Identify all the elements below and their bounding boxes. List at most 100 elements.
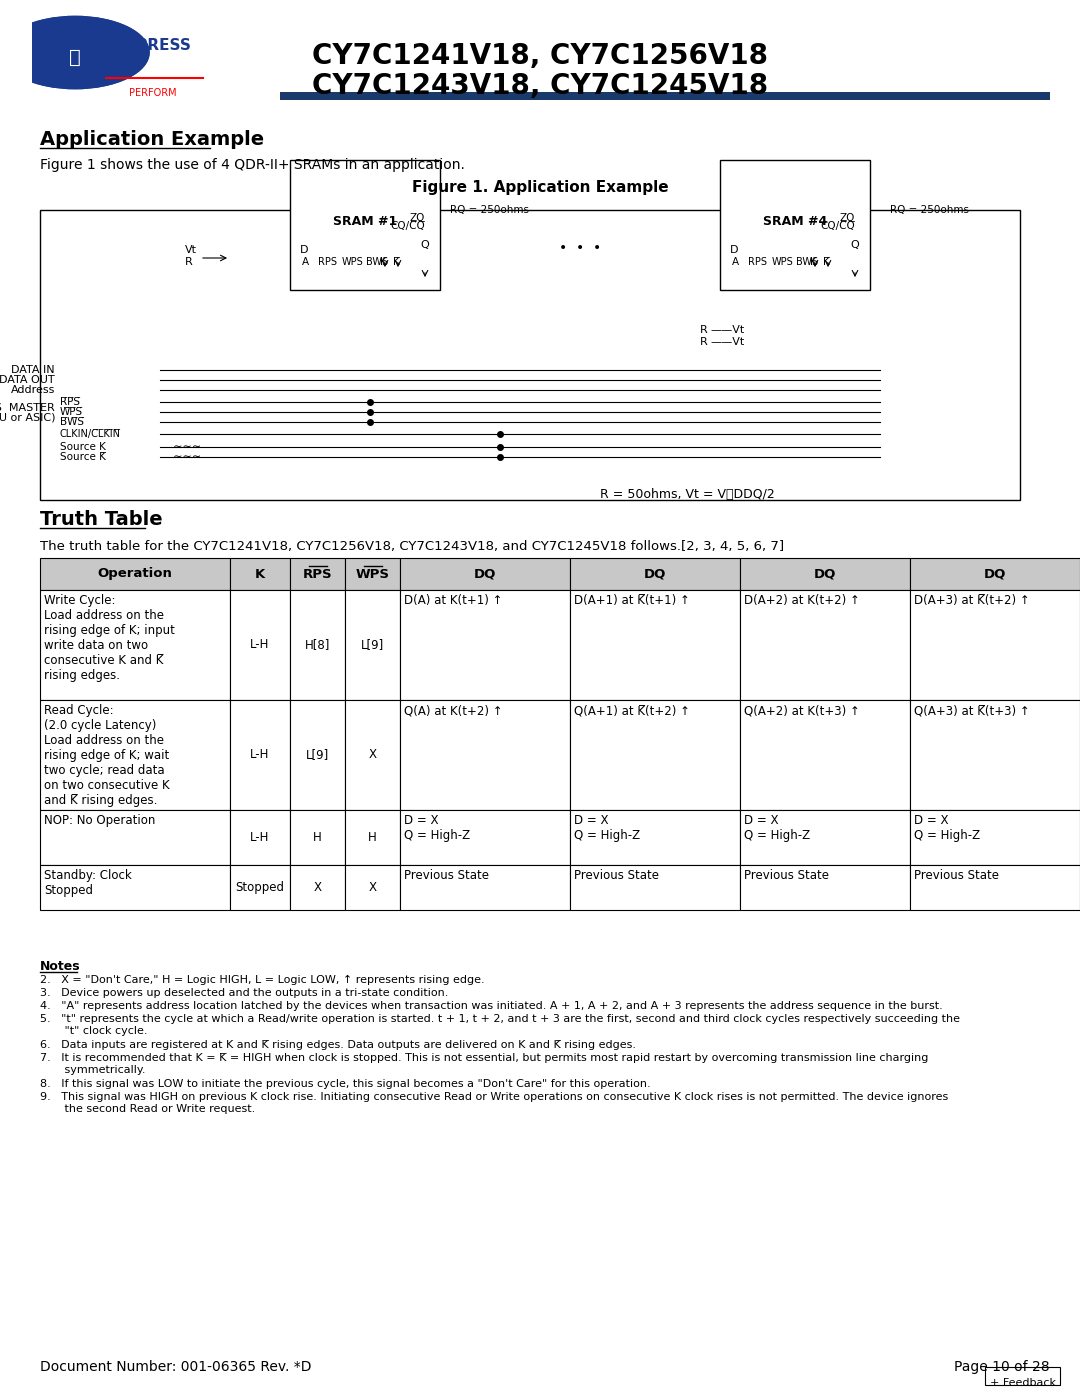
Bar xyxy=(910,700,1080,810)
Bar xyxy=(291,810,345,865)
Text: 6.   Data inputs are registered at K and K̅ rising edges. Data outputs are deliv: 6. Data inputs are registered at K and K… xyxy=(40,1039,636,1051)
Bar xyxy=(40,210,1020,500)
Text: Operation: Operation xyxy=(97,567,173,581)
Text: D = X
Q = High-Z: D = X Q = High-Z xyxy=(914,814,981,842)
Text: W̅P̅S̅: W̅P̅S̅ xyxy=(60,407,83,416)
Text: D(A+1) at K̅(t+1) ↑: D(A+1) at K̅(t+1) ↑ xyxy=(573,594,690,608)
Text: 8.   If this signal was LOW to initiate the previous cycle, this signal becomes : 8. If this signal was LOW to initiate th… xyxy=(40,1078,650,1090)
Text: WPS: WPS xyxy=(355,567,390,581)
Text: D = X
Q = High-Z: D = X Q = High-Z xyxy=(744,814,810,842)
Text: D(A) at K(t+1) ↑: D(A) at K(t+1) ↑ xyxy=(404,594,502,608)
Text: K: K xyxy=(810,257,816,267)
Text: Previous State: Previous State xyxy=(744,869,829,882)
Text: Address: Address xyxy=(11,386,55,395)
Bar xyxy=(291,590,345,700)
Bar xyxy=(570,590,740,700)
Bar xyxy=(291,865,345,909)
Text: A: A xyxy=(732,257,739,267)
Text: K: K xyxy=(255,567,265,581)
Text: Source K: Source K xyxy=(60,441,106,453)
Bar xyxy=(570,700,740,810)
Text: The truth table for the CY7C1241V18, CY7C1256V18, CY7C1243V18, and CY7C1245V18 f: The truth table for the CY7C1241V18, CY7… xyxy=(40,541,784,553)
Bar xyxy=(400,700,570,810)
Text: H[8]: H[8] xyxy=(305,638,330,651)
Text: A: A xyxy=(302,257,309,267)
Text: NOP: No Operation: NOP: No Operation xyxy=(44,814,156,827)
Text: ZQ: ZQ xyxy=(840,212,855,224)
Text: X: X xyxy=(313,882,322,894)
Text: RQ = 250ohms: RQ = 250ohms xyxy=(450,205,529,215)
Bar xyxy=(291,557,345,590)
Text: L[9]: L[9] xyxy=(306,749,329,761)
Bar xyxy=(40,700,230,810)
Text: CY7C1241V18, CY7C1256V18: CY7C1241V18, CY7C1256V18 xyxy=(312,42,768,70)
Bar xyxy=(230,865,291,909)
Bar xyxy=(400,557,570,590)
Bar xyxy=(280,92,1050,101)
Circle shape xyxy=(1,17,149,88)
Bar xyxy=(570,865,740,909)
Text: K̅: K̅ xyxy=(823,257,829,267)
Text: Q: Q xyxy=(420,240,429,250)
Text: D = X
Q = High-Z: D = X Q = High-Z xyxy=(404,814,470,842)
Text: Q(A+1) at K̅(t+2) ↑: Q(A+1) at K̅(t+2) ↑ xyxy=(573,704,690,717)
Bar xyxy=(230,557,291,590)
Text: 🌳: 🌳 xyxy=(69,47,81,67)
Bar xyxy=(345,810,400,865)
Text: CYPRESS: CYPRESS xyxy=(114,38,191,53)
Text: Truth Table: Truth Table xyxy=(40,510,163,529)
Text: PERFORM: PERFORM xyxy=(130,88,177,98)
Text: X: X xyxy=(368,749,377,761)
Text: •  •  •: • • • xyxy=(558,242,602,256)
Text: SRAM #4: SRAM #4 xyxy=(762,215,827,228)
Text: ——Vt: ——Vt xyxy=(710,326,744,335)
Text: + Feedback: + Feedback xyxy=(990,1377,1056,1389)
Text: RPS: RPS xyxy=(318,257,337,267)
Text: D = X
Q = High-Z: D = X Q = High-Z xyxy=(573,814,640,842)
Text: WPS: WPS xyxy=(772,257,794,267)
Bar xyxy=(291,700,345,810)
Text: H: H xyxy=(368,831,377,844)
Bar xyxy=(740,810,910,865)
Text: 3.   Device powers up deselected and the outputs in a tri-state condition.: 3. Device powers up deselected and the o… xyxy=(40,988,448,997)
Text: 2.   X = "Don't Care," H = Logic HIGH, L = Logic LOW, ↑ represents rising edge.: 2. X = "Don't Care," H = Logic HIGH, L =… xyxy=(40,975,485,985)
Text: Read Cycle:
(2.0 cycle Latency)
Load address on the
rising edge of K; wait
two c: Read Cycle: (2.0 cycle Latency) Load add… xyxy=(44,704,170,807)
Text: RPS: RPS xyxy=(302,567,333,581)
Text: D: D xyxy=(300,244,309,256)
Text: RQ = 250ohms: RQ = 250ohms xyxy=(890,205,969,215)
Text: Standby: Clock
Stopped: Standby: Clock Stopped xyxy=(44,869,132,897)
Text: K̅: K̅ xyxy=(393,257,400,267)
Text: Notes: Notes xyxy=(40,960,81,972)
Text: BWS: BWS xyxy=(796,257,819,267)
Text: R: R xyxy=(700,337,707,346)
Text: Previous State: Previous State xyxy=(573,869,659,882)
Text: Vt: Vt xyxy=(185,244,197,256)
Bar xyxy=(910,590,1080,700)
Bar xyxy=(720,161,870,291)
Text: ZQ: ZQ xyxy=(410,212,426,224)
Text: R̅P̅S̅: R̅P̅S̅ xyxy=(60,397,80,407)
Text: —∼∼∼—: —∼∼∼— xyxy=(162,453,213,462)
Text: (CPU or ASIC): (CPU or ASIC) xyxy=(0,414,55,423)
Text: Previous State: Previous State xyxy=(914,869,999,882)
Text: D(A+3) at K̅(t+2) ↑: D(A+3) at K̅(t+2) ↑ xyxy=(914,594,1029,608)
Bar xyxy=(400,590,570,700)
Bar xyxy=(345,865,400,909)
Text: DQ: DQ xyxy=(814,567,836,581)
Text: Figure 1. Application Example: Figure 1. Application Example xyxy=(411,180,669,196)
Text: BUS  MASTER: BUS MASTER xyxy=(0,402,55,414)
Bar xyxy=(400,865,570,909)
Bar xyxy=(740,590,910,700)
Bar xyxy=(40,590,230,700)
Bar xyxy=(570,810,740,865)
Bar xyxy=(345,557,400,590)
Bar xyxy=(40,557,230,590)
Text: 5.   "t" represents the cycle at which a Read/write operation is started. t + 1,: 5. "t" represents the cycle at which a R… xyxy=(40,1014,960,1035)
Text: Stopped: Stopped xyxy=(235,882,284,894)
Text: R = 50ohms, Vt = V₝DDQ/2: R = 50ohms, Vt = V₝DDQ/2 xyxy=(600,489,774,502)
Text: DQ: DQ xyxy=(644,567,666,581)
Text: DATA IN: DATA IN xyxy=(12,365,55,374)
Text: R: R xyxy=(185,257,192,267)
Text: L-H: L-H xyxy=(251,638,270,651)
Text: WPS: WPS xyxy=(342,257,364,267)
